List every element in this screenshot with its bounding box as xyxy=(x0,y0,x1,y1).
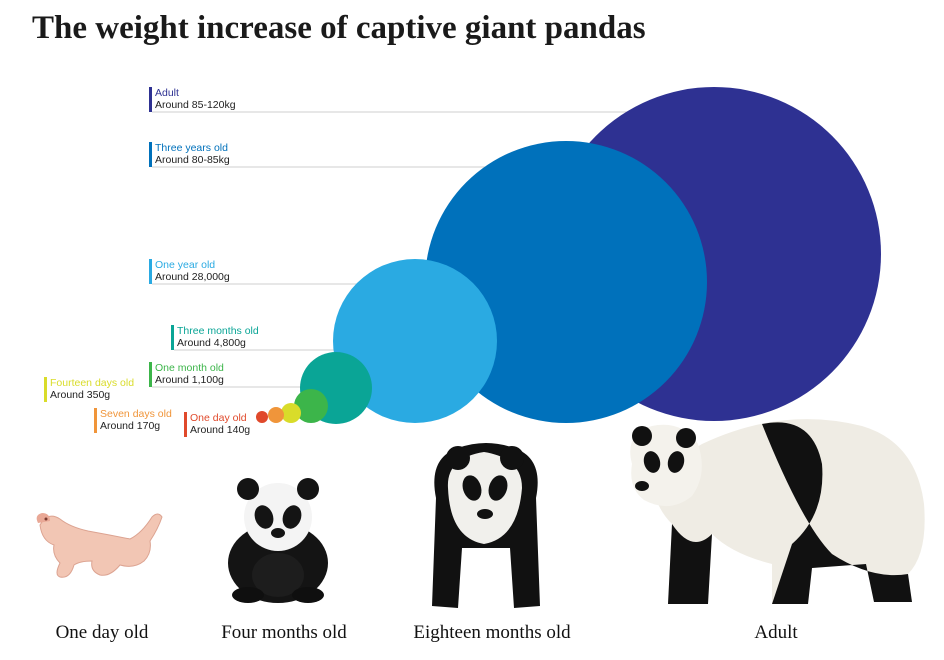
bubble-label: Fourteen days old Around 350g xyxy=(44,377,135,402)
photo-caption: One day old xyxy=(55,622,149,643)
bubble-label: Three months old Around 4,800g xyxy=(171,325,259,350)
photo-caption: Four months old xyxy=(221,622,347,643)
bubble-label: Three years old Around 80-85kg xyxy=(149,142,230,167)
label-weight: Around 80-85kg xyxy=(155,154,230,166)
adult-panda-photo xyxy=(630,419,925,604)
label-marker xyxy=(149,87,152,112)
label-weight: Around 85-120kg xyxy=(155,99,236,111)
bubble-label: Adult Around 85-120kg xyxy=(149,87,236,112)
label-weight: Around 1,100g xyxy=(155,374,224,386)
label-stage: Three months old xyxy=(177,325,259,337)
label-marker xyxy=(171,325,174,350)
label-weight: Around 350g xyxy=(50,389,111,401)
bubble-one-year-old xyxy=(333,259,497,423)
bubble-label: One day old Around 140g xyxy=(184,412,251,437)
newborn-panda-photo xyxy=(36,513,163,578)
chart-title: The weight increase of captive giant pan… xyxy=(32,10,646,46)
label-stage: One year old xyxy=(155,259,216,271)
label-marker xyxy=(44,377,47,402)
bubble-label: One year old Around 28,000g xyxy=(149,259,230,284)
label-stage: One day old xyxy=(190,412,247,424)
label-weight: Around 4,800g xyxy=(177,337,246,349)
bubble-seven-days-old xyxy=(268,407,284,423)
label-stage: Adult xyxy=(155,87,179,99)
label-weight: Around 28,000g xyxy=(155,271,230,283)
photo-caption: Adult xyxy=(754,622,798,643)
label-stage: One month old xyxy=(155,362,224,374)
bubble-fourteen-days-old xyxy=(281,403,301,423)
label-weight: Around 170g xyxy=(100,420,161,432)
panda-cub-photo xyxy=(228,478,328,603)
label-marker xyxy=(149,142,152,167)
label-marker xyxy=(94,408,97,433)
label-stage: Seven days old xyxy=(100,408,172,420)
label-marker xyxy=(184,412,187,437)
label-weight: Around 140g xyxy=(190,424,251,436)
bubble-one-month-old xyxy=(294,389,328,423)
label-marker xyxy=(149,259,152,284)
label-marker xyxy=(149,362,152,387)
label-stage: Fourteen days old xyxy=(50,377,135,389)
bubble-label: Seven days old Around 170g xyxy=(94,408,172,433)
juvenile-panda-photo xyxy=(432,443,540,608)
photo-caption: Eighteen months old xyxy=(413,622,571,643)
label-stage: Three years old xyxy=(155,142,228,154)
bubble-one-day-old xyxy=(256,411,268,423)
bubble-label: One month old Around 1,100g xyxy=(149,362,224,387)
